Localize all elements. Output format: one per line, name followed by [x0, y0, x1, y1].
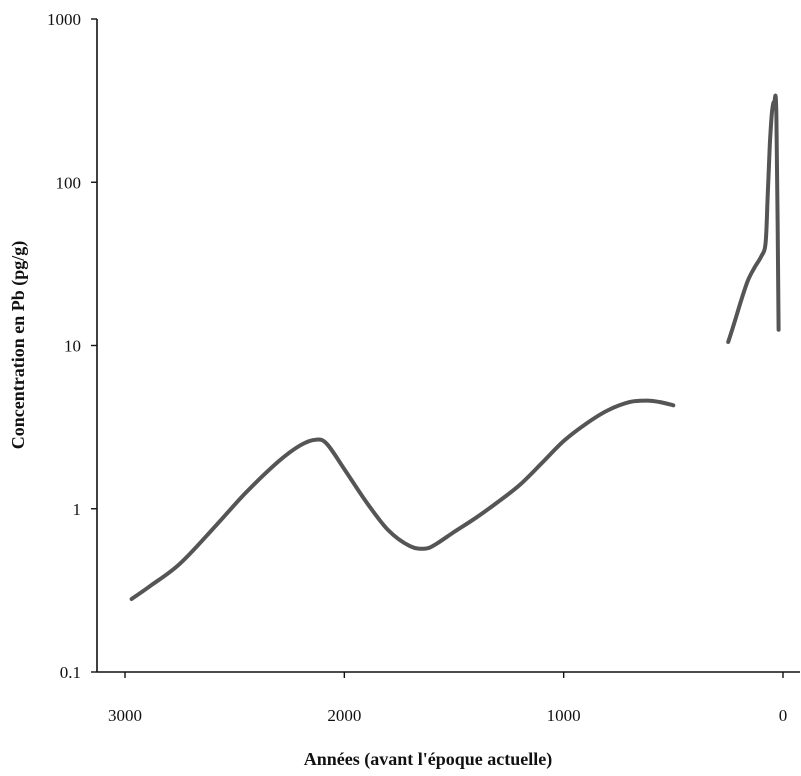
x-axis-label: Années (avant l'époque actuelle) — [304, 749, 552, 770]
x-tick-label: 1000 — [547, 706, 581, 725]
y-axis-label: Concentration en Pb (pg/g) — [8, 241, 29, 450]
x-ticks: 3000 2000 1000 0 — [108, 672, 787, 725]
x-tick-label: 3000 — [108, 706, 142, 725]
axes — [96, 19, 800, 673]
y-tick-label: 10 — [64, 337, 81, 356]
x-tick-label: 2000 — [327, 706, 361, 725]
y-tick-label: 0.1 — [60, 663, 81, 682]
series-group — [129, 93, 781, 601]
series-line-1 — [129, 398, 676, 601]
series-line-2 — [726, 93, 781, 344]
y-tick-label: 1 — [73, 500, 82, 519]
y-tick-label: 100 — [56, 173, 82, 192]
x-tick-label: 0 — [779, 706, 788, 725]
y-ticks: 1000 100 10 1 0.1 — [47, 10, 97, 682]
y-tick-label: 1000 — [47, 10, 81, 29]
